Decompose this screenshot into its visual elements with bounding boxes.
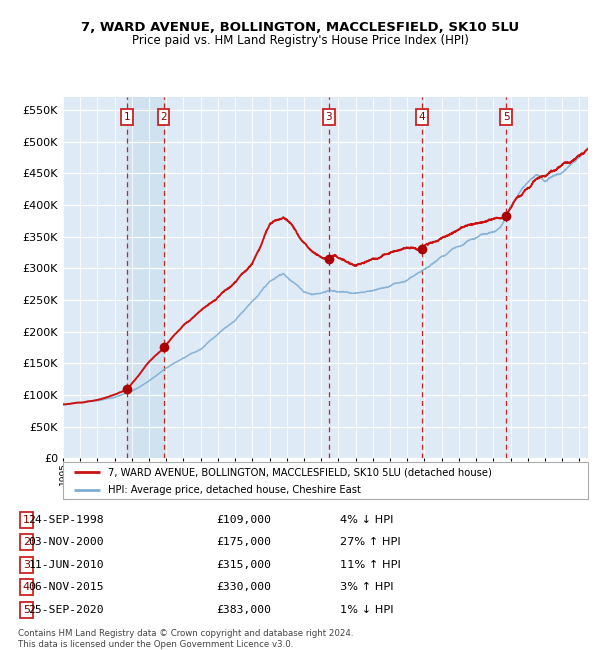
Text: £315,000: £315,000 bbox=[216, 560, 271, 570]
Text: 25-SEP-2020: 25-SEP-2020 bbox=[29, 604, 104, 615]
Text: 2: 2 bbox=[23, 538, 30, 547]
Text: 3% ↑ HPI: 3% ↑ HPI bbox=[340, 582, 394, 592]
Text: 3: 3 bbox=[23, 560, 30, 570]
Text: Contains HM Land Registry data © Crown copyright and database right 2024.
This d: Contains HM Land Registry data © Crown c… bbox=[18, 629, 353, 649]
Text: £383,000: £383,000 bbox=[216, 604, 271, 615]
Text: 11% ↑ HPI: 11% ↑ HPI bbox=[340, 560, 401, 570]
Text: 27% ↑ HPI: 27% ↑ HPI bbox=[340, 538, 401, 547]
Text: 1% ↓ HPI: 1% ↓ HPI bbox=[340, 604, 394, 615]
Text: 4: 4 bbox=[419, 112, 425, 122]
FancyBboxPatch shape bbox=[63, 462, 588, 499]
Bar bbox=[127, 98, 164, 458]
Text: 1: 1 bbox=[124, 112, 131, 122]
Text: 1: 1 bbox=[23, 515, 30, 525]
Text: Price paid vs. HM Land Registry's House Price Index (HPI): Price paid vs. HM Land Registry's House … bbox=[131, 34, 469, 47]
Text: 5: 5 bbox=[23, 604, 30, 615]
Text: 24-SEP-1998: 24-SEP-1998 bbox=[29, 515, 104, 525]
Text: 03-NOV-2000: 03-NOV-2000 bbox=[29, 538, 104, 547]
Text: 4: 4 bbox=[23, 582, 30, 592]
Text: HPI: Average price, detached house, Cheshire East: HPI: Average price, detached house, Ches… bbox=[107, 485, 361, 495]
Text: £330,000: £330,000 bbox=[216, 582, 271, 592]
Text: 7, WARD AVENUE, BOLLINGTON, MACCLESFIELD, SK10 5LU (detached house): 7, WARD AVENUE, BOLLINGTON, MACCLESFIELD… bbox=[107, 467, 491, 477]
Text: 5: 5 bbox=[503, 112, 509, 122]
Text: £175,000: £175,000 bbox=[216, 538, 271, 547]
Text: 11-JUN-2010: 11-JUN-2010 bbox=[29, 560, 104, 570]
Text: 3: 3 bbox=[325, 112, 332, 122]
Text: 7, WARD AVENUE, BOLLINGTON, MACCLESFIELD, SK10 5LU: 7, WARD AVENUE, BOLLINGTON, MACCLESFIELD… bbox=[81, 21, 519, 34]
Text: 06-NOV-2015: 06-NOV-2015 bbox=[29, 582, 104, 592]
Text: £109,000: £109,000 bbox=[216, 515, 271, 525]
Text: 4% ↓ HPI: 4% ↓ HPI bbox=[340, 515, 394, 525]
Text: 2: 2 bbox=[160, 112, 167, 122]
